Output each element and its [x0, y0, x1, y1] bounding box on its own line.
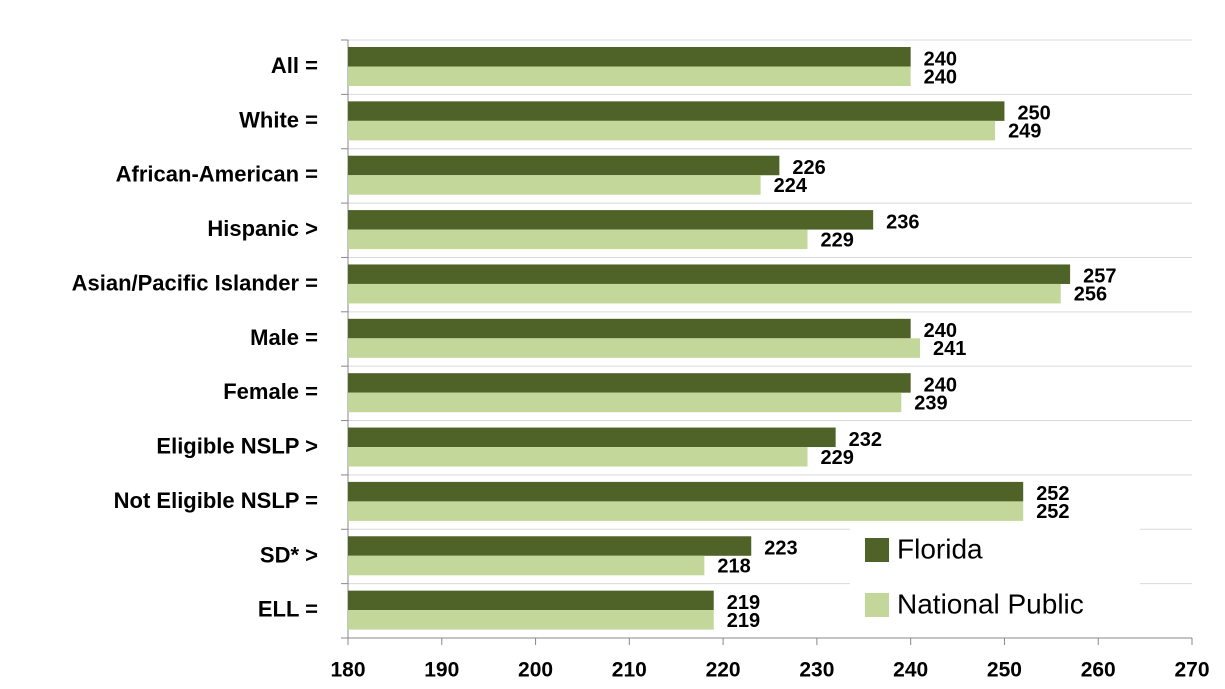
bar	[348, 155, 780, 176]
value-label: 226	[792, 157, 825, 179]
value-label: 241	[933, 338, 966, 360]
value-label: 219	[727, 610, 760, 632]
bar	[348, 447, 808, 467]
value-label: 218	[717, 556, 750, 578]
value-label: 219	[727, 592, 760, 614]
bar	[348, 501, 1024, 521]
x-tick-label: 220	[706, 659, 741, 682]
bar	[348, 373, 911, 393]
value-label: 236	[886, 211, 919, 233]
value-label: 240	[924, 48, 957, 70]
value-label: 240	[924, 66, 957, 88]
category-label: ELL =	[258, 597, 318, 622]
x-tick-label: 260	[1081, 659, 1116, 682]
value-label: 239	[914, 392, 947, 414]
bar	[348, 427, 836, 448]
legend-swatch	[865, 593, 889, 617]
value-label: 250	[1017, 103, 1050, 125]
bar	[348, 610, 714, 630]
value-label: 257	[1083, 266, 1116, 288]
value-label: 223	[764, 538, 797, 560]
category-label: Eligible NSLP >	[156, 434, 318, 459]
value-label: 232	[849, 429, 882, 451]
x-tick-label: 210	[612, 659, 647, 682]
bar	[348, 229, 808, 250]
bar	[348, 481, 1024, 502]
bar	[348, 536, 752, 556]
bar	[348, 210, 874, 230]
value-label: 252	[1036, 483, 1069, 505]
bar	[348, 318, 911, 339]
category-label: All =	[271, 53, 318, 78]
value-label: 240	[924, 374, 957, 396]
bar	[348, 590, 714, 611]
value-label: 229	[821, 229, 854, 251]
category-label: African-American =	[116, 162, 318, 187]
legend-swatch	[865, 538, 889, 562]
x-tick-label: 270	[1174, 659, 1209, 682]
category-label: White =	[239, 107, 318, 132]
category-label: Not Eligible NSLP =	[114, 488, 318, 513]
x-tick-label: 200	[518, 659, 553, 682]
legend-box	[850, 522, 1140, 634]
bar	[348, 264, 1071, 284]
legend-label: Florida	[897, 533, 983, 564]
category-label: Asian/Pacific Islander =	[72, 270, 318, 295]
bar	[348, 47, 911, 67]
bar	[348, 120, 996, 141]
bar	[348, 175, 761, 195]
bar	[348, 101, 1005, 121]
x-tick-label: 230	[799, 659, 834, 682]
x-tick-label: 190	[424, 659, 459, 682]
x-tick-label: 240	[893, 659, 928, 682]
category-label: Male =	[250, 325, 318, 350]
value-label: 252	[1036, 501, 1069, 523]
legend-label: National Public	[897, 588, 1084, 619]
value-label: 249	[1008, 121, 1041, 143]
value-label: 224	[774, 175, 808, 197]
bar	[348, 283, 1061, 304]
bar	[348, 338, 921, 358]
value-label: 256	[1074, 284, 1107, 306]
x-tick-label: 180	[330, 659, 365, 682]
x-tick-label: 250	[987, 659, 1022, 682]
bar	[348, 392, 902, 413]
bar	[348, 555, 705, 576]
value-label: 229	[821, 447, 854, 469]
category-label: Female =	[223, 379, 318, 404]
value-label: 240	[924, 320, 957, 342]
category-label: Hispanic >	[207, 216, 318, 241]
bar	[348, 66, 911, 86]
category-label: SD* >	[260, 542, 318, 567]
